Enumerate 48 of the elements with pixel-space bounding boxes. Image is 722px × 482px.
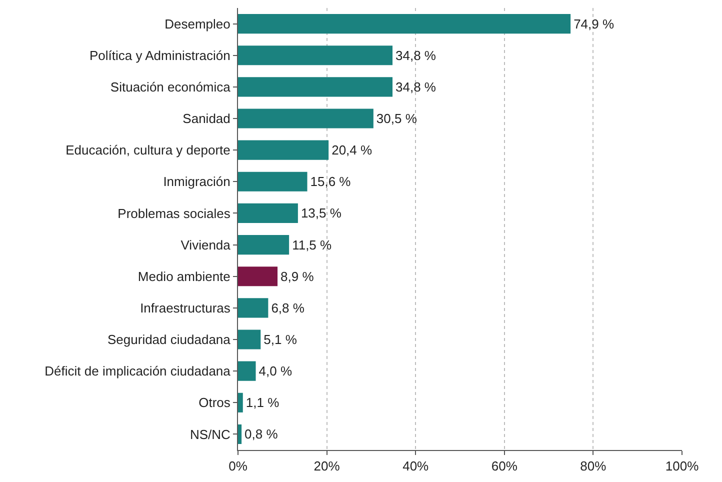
y-tick-label: Educación, cultura y deporte	[66, 142, 230, 158]
bar	[238, 424, 242, 444]
y-tick-label: Otros	[198, 395, 231, 410]
data-label: 8,9 %	[280, 268, 314, 284]
bar	[238, 140, 329, 160]
x-tick-label: 80%	[580, 458, 607, 474]
y-tick-label: Problemas sociales	[118, 206, 231, 221]
data-label: 34,8 %	[396, 79, 436, 94]
x-tick-label: 20%	[314, 458, 340, 474]
y-tick-label: Medio ambiente	[138, 268, 230, 284]
bar	[238, 266, 278, 286]
data-label: 20,4 %	[332, 142, 372, 158]
data-label: 15,6 %	[310, 174, 352, 190]
bar	[238, 235, 290, 255]
bar	[238, 77, 393, 97]
data-label: 5,1 %	[264, 332, 298, 347]
bar	[238, 108, 374, 128]
data-label: 1,1 %	[246, 395, 280, 410]
x-tick-label: 0%	[228, 458, 248, 474]
y-tick-label: Política y Administración	[89, 48, 230, 63]
y-tick-label: NS/NC	[190, 426, 230, 442]
y-tick-label: Sanidad	[182, 111, 230, 126]
bar	[238, 361, 256, 381]
y-tick-label: Déficit de implicación ciudadana	[44, 364, 232, 379]
data-label: 0,8 %	[244, 426, 278, 442]
x-tick-label: 60%	[491, 458, 518, 474]
x-tick-label: 100%	[665, 458, 700, 474]
bar	[238, 330, 261, 350]
bar	[238, 392, 243, 412]
y-tick-label: Vivienda	[180, 237, 232, 252]
data-label: 4,0 %	[258, 364, 292, 379]
data-label: 6,8 %	[271, 300, 305, 316]
y-tick-label: Desempleo	[164, 16, 230, 32]
y-tick-label: Seguridad ciudadana	[108, 332, 232, 348]
bar	[238, 172, 308, 192]
y-tick-label: Inmigración	[163, 174, 230, 190]
data-label: 74,9 %	[574, 16, 614, 32]
y-tick-label: Situación económica	[110, 79, 232, 94]
bar	[238, 203, 298, 223]
data-label: 11,5 %	[292, 237, 332, 252]
y-tick-label: Infraestructuras	[140, 300, 231, 316]
x-tick-label: 40%	[402, 458, 430, 474]
bar	[238, 298, 268, 318]
data-label: 30,5 %	[376, 111, 418, 126]
bar	[238, 14, 571, 34]
bar	[238, 46, 393, 66]
data-label: 34,8 %	[396, 48, 436, 63]
data-label: 13,5 %	[300, 206, 342, 221]
